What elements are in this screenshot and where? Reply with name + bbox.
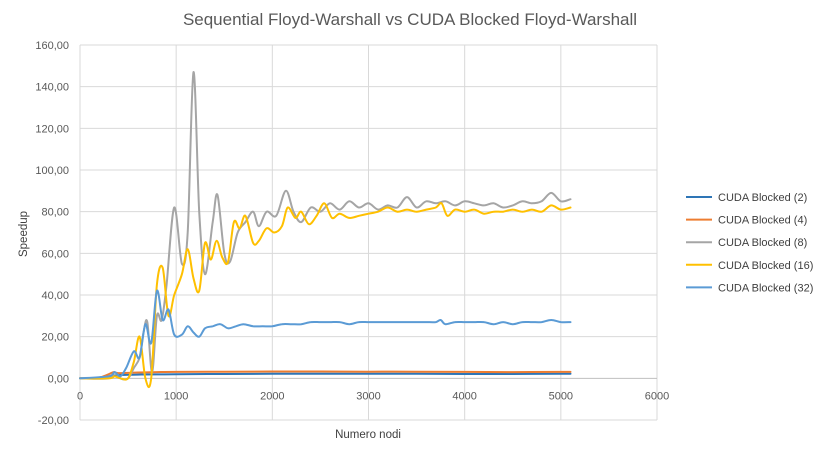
y-axis-title: Speedup: [18, 211, 30, 257]
y-tick-label: 80,00: [41, 207, 69, 219]
legend: CUDA Blocked (2) CUDA Blocked (4) CUDA Blo…: [686, 192, 813, 294]
legend-item: CUDA Blocked (4): [686, 215, 807, 227]
y-tick-label: -20,00: [38, 415, 69, 427]
y-tick-label: 100,00: [35, 165, 69, 177]
legend-label: CUDA Blocked (16): [718, 260, 813, 272]
gridlines: [79, 44, 658, 421]
x-tick-label: 2000: [260, 390, 284, 402]
y-tick-label: 160,00: [35, 40, 69, 52]
y-tick-label: 120,00: [35, 123, 69, 135]
x-tick-label: 6000: [645, 390, 669, 402]
y-tick-label: 20,00: [41, 332, 69, 344]
y-tick-label: 0,00: [48, 373, 69, 385]
series-line-3: [79, 71, 572, 381]
series-line-1: [79, 372, 572, 380]
legend-item: CUDA Blocked (2): [686, 192, 807, 204]
axes: -20,00 0,00 20,00 40,00 60,00 80,00 100,00 120,…: [35, 40, 669, 427]
x-tick-label: 1000: [164, 390, 188, 402]
legend-item: CUDA Blocked (32): [686, 282, 813, 294]
x-tick-label: 4000: [452, 390, 476, 402]
chart-title: Sequential Floyd-Warshall vs CUDA Blocke…: [183, 10, 637, 29]
legend-item: CUDA Blocked (16): [686, 260, 813, 272]
legend-label: CUDA Blocked (2): [718, 192, 807, 204]
series-line-2: [79, 370, 572, 380]
x-tick-label: 0: [77, 390, 83, 402]
x-tick-label: 5000: [549, 390, 573, 402]
legend-label: CUDA Blocked (8): [718, 237, 807, 249]
x-axis-title: Numero nodi: [335, 429, 401, 441]
x-tick-label: 3000: [356, 390, 380, 402]
legend-item: CUDA Blocked (8): [686, 237, 807, 249]
y-tick-label: 40,00: [41, 290, 69, 302]
series-line-5: [79, 289, 572, 380]
legend-label: CUDA Blocked (32): [718, 282, 813, 294]
legend-label: CUDA Blocked (4): [718, 215, 807, 227]
y-tick-label: 60,00: [41, 248, 69, 260]
y-tick-label: 140,00: [35, 82, 69, 94]
series-line-4: [79, 202, 572, 389]
series-lines: [79, 71, 572, 389]
